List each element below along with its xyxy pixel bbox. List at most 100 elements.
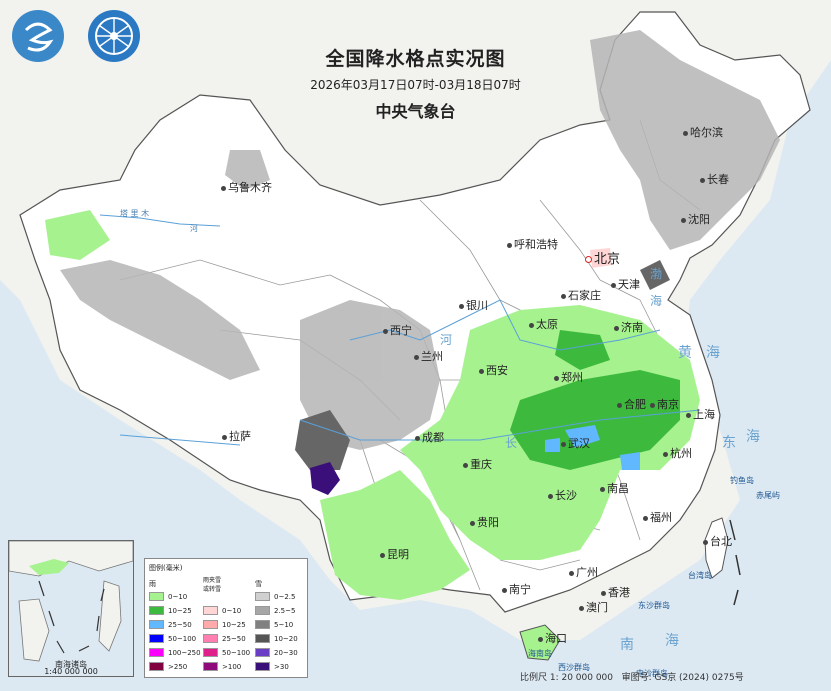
legend-label: 100~250 (168, 648, 201, 657)
city-dot-icon (502, 587, 507, 593)
bohai-label-2: 海 (650, 294, 663, 308)
taiwan-label: 台湾岛 (688, 571, 712, 580)
zhongsha-label: 中沙群岛 (636, 669, 668, 678)
legend-rain-row: 0~10 (149, 591, 187, 602)
city-label: 香港 (608, 586, 630, 599)
map-footer: 比例尺 1: 20 000 000 审图号: GS京 (2024) 0275号 (520, 670, 744, 683)
yellow-river-label: 河 (440, 333, 453, 347)
legend-snow-header: 雪 (255, 580, 262, 588)
city-marker: 南昌 (600, 480, 629, 496)
city-marker: 广州 (569, 564, 598, 580)
city-marker: 沈阳 (681, 211, 710, 227)
city-marker: 拉萨 (222, 428, 251, 444)
city-marker: 成都 (415, 429, 444, 445)
tarim-name-label: 塔 里 木 (120, 209, 150, 218)
city-marker: 澳门 (579, 599, 608, 615)
city-label: 拉萨 (229, 430, 251, 443)
city-marker: 石家庄 (561, 287, 601, 303)
city-marker: 西安 (479, 362, 508, 378)
city-marker: 昆明 (380, 546, 409, 562)
legend-mixed-row: >100 (203, 661, 241, 672)
legend-snow-row: >30 (255, 661, 289, 672)
city-label: 南昌 (607, 482, 629, 495)
city-label: 武汉 (568, 437, 590, 450)
xisha-label: 西沙群岛 (558, 663, 590, 672)
city-dot-icon (683, 130, 688, 136)
legend-snow-row: 10~20 (255, 633, 298, 644)
legend-mixed-header: 雨夹雪 或转雪 (203, 577, 222, 593)
city-dot-icon (222, 434, 227, 440)
legend-swatch (149, 634, 164, 643)
city-dot-icon (538, 636, 543, 642)
legend-snow-row: 20~30 (255, 647, 298, 658)
legend: 图例(毫米) 雨 雨夹雪 或转雪 雪 0~10 10~25 25~50 50~100 1… (144, 558, 308, 678)
city-label: 杭州 (670, 447, 692, 460)
legend-label: 0~10 (222, 606, 242, 615)
legend-label: >100 (222, 662, 242, 671)
legend-snow-row: 5~10 (255, 619, 293, 630)
city-marker: 武汉 (561, 435, 590, 451)
legend-swatch (149, 606, 164, 615)
city-dot-icon (614, 325, 619, 331)
city-label: 澳门 (586, 601, 608, 614)
legend-swatch (203, 648, 218, 657)
city-dot-icon (479, 368, 484, 374)
city-dot-icon (601, 590, 606, 596)
city-label: 成都 (422, 431, 444, 444)
south-china-sea-inset: 南海诸岛 1:40 000 000 (8, 540, 134, 677)
city-marker: 呼和浩特 (507, 236, 558, 252)
city-label: 长春 (707, 173, 729, 186)
nmc-globe-logo-icon (88, 10, 140, 62)
city-marker: 哈尔滨 (683, 124, 723, 140)
heavy-snow-areas (295, 260, 670, 470)
city-label: 银川 (466, 299, 488, 312)
dongsha-label: 东沙群岛 (638, 601, 670, 610)
city-dot-icon (414, 354, 419, 360)
legend-swatch (255, 662, 270, 671)
hainan-label: 海南岛 (528, 649, 552, 658)
city-dot-icon (686, 412, 691, 418)
city-dot-icon (561, 441, 566, 447)
city-label: 济南 (621, 321, 643, 334)
city-dot-icon (569, 570, 574, 576)
legend-rain-header: 雨 (149, 580, 156, 588)
legend-label: 10~20 (274, 634, 298, 643)
legend-label: >250 (168, 662, 188, 671)
snow-areas (60, 30, 780, 450)
city-label: 合肥 (624, 398, 646, 411)
map-issuer: 中央气象台 (375, 102, 456, 121)
city-marker: 乌鲁木齐 (221, 179, 272, 195)
legend-label: 10~25 (222, 620, 246, 629)
city-dot-icon (554, 375, 559, 381)
city-dot-icon (380, 552, 385, 558)
city-marker: 长沙 (548, 487, 577, 503)
city-marker: 银川 (459, 297, 488, 313)
city-label: 乌鲁木齐 (228, 181, 272, 194)
city-label: 南宁 (509, 583, 531, 596)
east-sea-label: 东 (722, 435, 736, 451)
city-label: 哈尔滨 (690, 126, 723, 139)
city-label: 上海 (693, 408, 715, 421)
city-label: 海口 (545, 632, 567, 645)
city-marker: 北京 (585, 248, 620, 267)
cma-logo-icon (12, 10, 64, 62)
intense-precip (310, 462, 340, 495)
legend-swatch (149, 592, 164, 601)
city-label: 昆明 (387, 548, 409, 561)
legend-rain-row: >250 (149, 661, 187, 672)
city-marker: 郑州 (554, 369, 583, 385)
city-marker: 南宁 (502, 581, 531, 597)
city-label: 台北 (710, 535, 732, 548)
city-label: 重庆 (470, 458, 492, 471)
legend-swatch (203, 606, 218, 615)
city-dot-icon (611, 282, 616, 288)
city-label: 北京 (594, 252, 621, 267)
yellow-sea-label: 黄 (678, 345, 692, 361)
nine-dash-line (729, 519, 741, 606)
city-marker: 海口 (538, 630, 567, 646)
city-marker: 香港 (601, 584, 630, 600)
city-label: 郑州 (561, 371, 583, 384)
legend-swatch (255, 620, 270, 629)
city-dot-icon (507, 242, 512, 248)
east-sea-label-2: 海 (746, 429, 760, 445)
